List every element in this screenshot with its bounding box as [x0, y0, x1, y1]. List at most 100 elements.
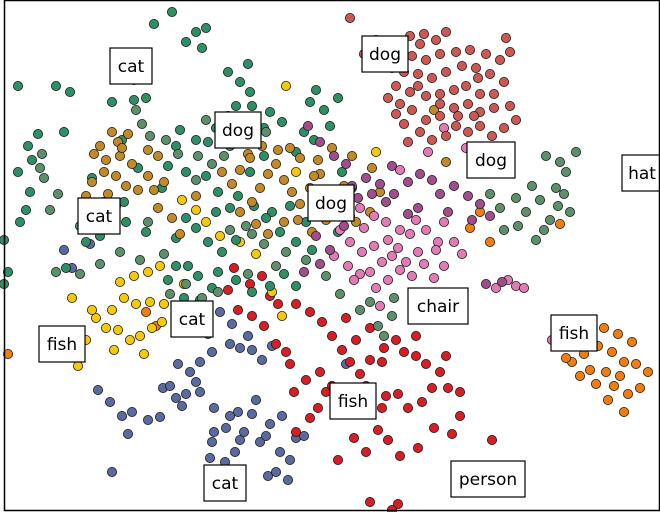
data-point [190, 376, 201, 387]
data-point [226, 178, 237, 189]
data-point [170, 392, 181, 403]
data-point [115, 246, 126, 257]
data-point [354, 202, 365, 213]
data-point [386, 160, 397, 171]
data-point [392, 498, 403, 509]
data-point [232, 406, 243, 417]
data-point [402, 402, 413, 413]
data-point [519, 282, 530, 293]
data-point [246, 286, 257, 297]
data-point [288, 386, 299, 397]
data-point [107, 466, 118, 477]
data-point [382, 434, 393, 445]
data-point [290, 166, 301, 177]
data-point [328, 150, 339, 161]
data-point [264, 280, 275, 291]
data-point [128, 270, 139, 281]
data-point [206, 158, 217, 169]
data-point [194, 386, 205, 397]
data-point [138, 348, 149, 359]
data-point [378, 330, 389, 341]
data-point [354, 268, 365, 279]
data-point [398, 346, 409, 357]
data-point [280, 246, 291, 257]
series-green [0, 7, 357, 481]
data-point [442, 206, 453, 217]
data-point [420, 358, 431, 369]
data-point [166, 212, 177, 223]
data-point [468, 111, 479, 122]
data-point [101, 154, 112, 165]
data-point [130, 298, 141, 309]
data-point [290, 426, 301, 437]
data-point [144, 130, 155, 141]
data-point [430, 35, 441, 46]
data-point [440, 156, 451, 167]
data-point [376, 402, 387, 413]
data-point [67, 292, 78, 303]
data-point [414, 168, 425, 179]
data-point [87, 176, 98, 187]
data-point [418, 258, 429, 269]
data-point [346, 150, 357, 161]
data-point [394, 264, 405, 275]
data-point [206, 436, 217, 447]
data-point [230, 234, 241, 245]
data-point [370, 282, 381, 293]
data-point [619, 356, 630, 367]
data-point [127, 406, 138, 417]
data-point [314, 366, 325, 377]
data-point [545, 214, 556, 225]
data-point [284, 200, 295, 211]
data-point [264, 418, 275, 429]
data-point [406, 270, 417, 281]
data-point [93, 384, 104, 395]
data-point [176, 194, 187, 205]
data-point [190, 222, 201, 233]
data-point [338, 220, 349, 231]
data-point [39, 172, 50, 183]
data-point [204, 452, 215, 463]
data-point [504, 101, 515, 112]
data-point [194, 356, 205, 367]
data-point [420, 55, 431, 66]
data-point [300, 254, 311, 265]
data-point [462, 99, 473, 110]
data-point [192, 150, 203, 161]
data-point [464, 45, 475, 56]
annotation-label-cat-3: cat [170, 300, 214, 338]
data-point [142, 216, 153, 227]
data-point [272, 298, 283, 309]
data-point [348, 432, 359, 443]
data-point [232, 190, 243, 201]
data-point [142, 144, 153, 155]
data-point [111, 170, 122, 181]
data-point [200, 115, 211, 126]
annotation-text: cat [86, 207, 113, 227]
data-point [486, 434, 497, 445]
data-point [262, 470, 273, 481]
data-point [212, 186, 223, 197]
data-point [314, 258, 325, 269]
data-point [26, 154, 37, 165]
data-point [294, 198, 305, 209]
annotation-labels: cat dog dog dog hat dog cat cat chair fi… [38, 35, 660, 502]
data-point [448, 103, 459, 114]
data-point [332, 454, 343, 465]
data-point [216, 246, 227, 257]
data-point [420, 91, 431, 102]
data-point [456, 248, 467, 259]
data-point [242, 59, 253, 70]
data-point [170, 260, 181, 271]
data-point [172, 148, 183, 159]
annotation-label-cat-2: cat [77, 197, 121, 235]
data-point [368, 240, 379, 251]
data-point [107, 127, 118, 138]
data-point [212, 286, 223, 297]
data-point [254, 436, 265, 447]
data-point [334, 288, 345, 299]
data-point [390, 81, 401, 92]
data-point [354, 304, 365, 315]
data-point [472, 73, 483, 84]
data-point [615, 370, 626, 381]
